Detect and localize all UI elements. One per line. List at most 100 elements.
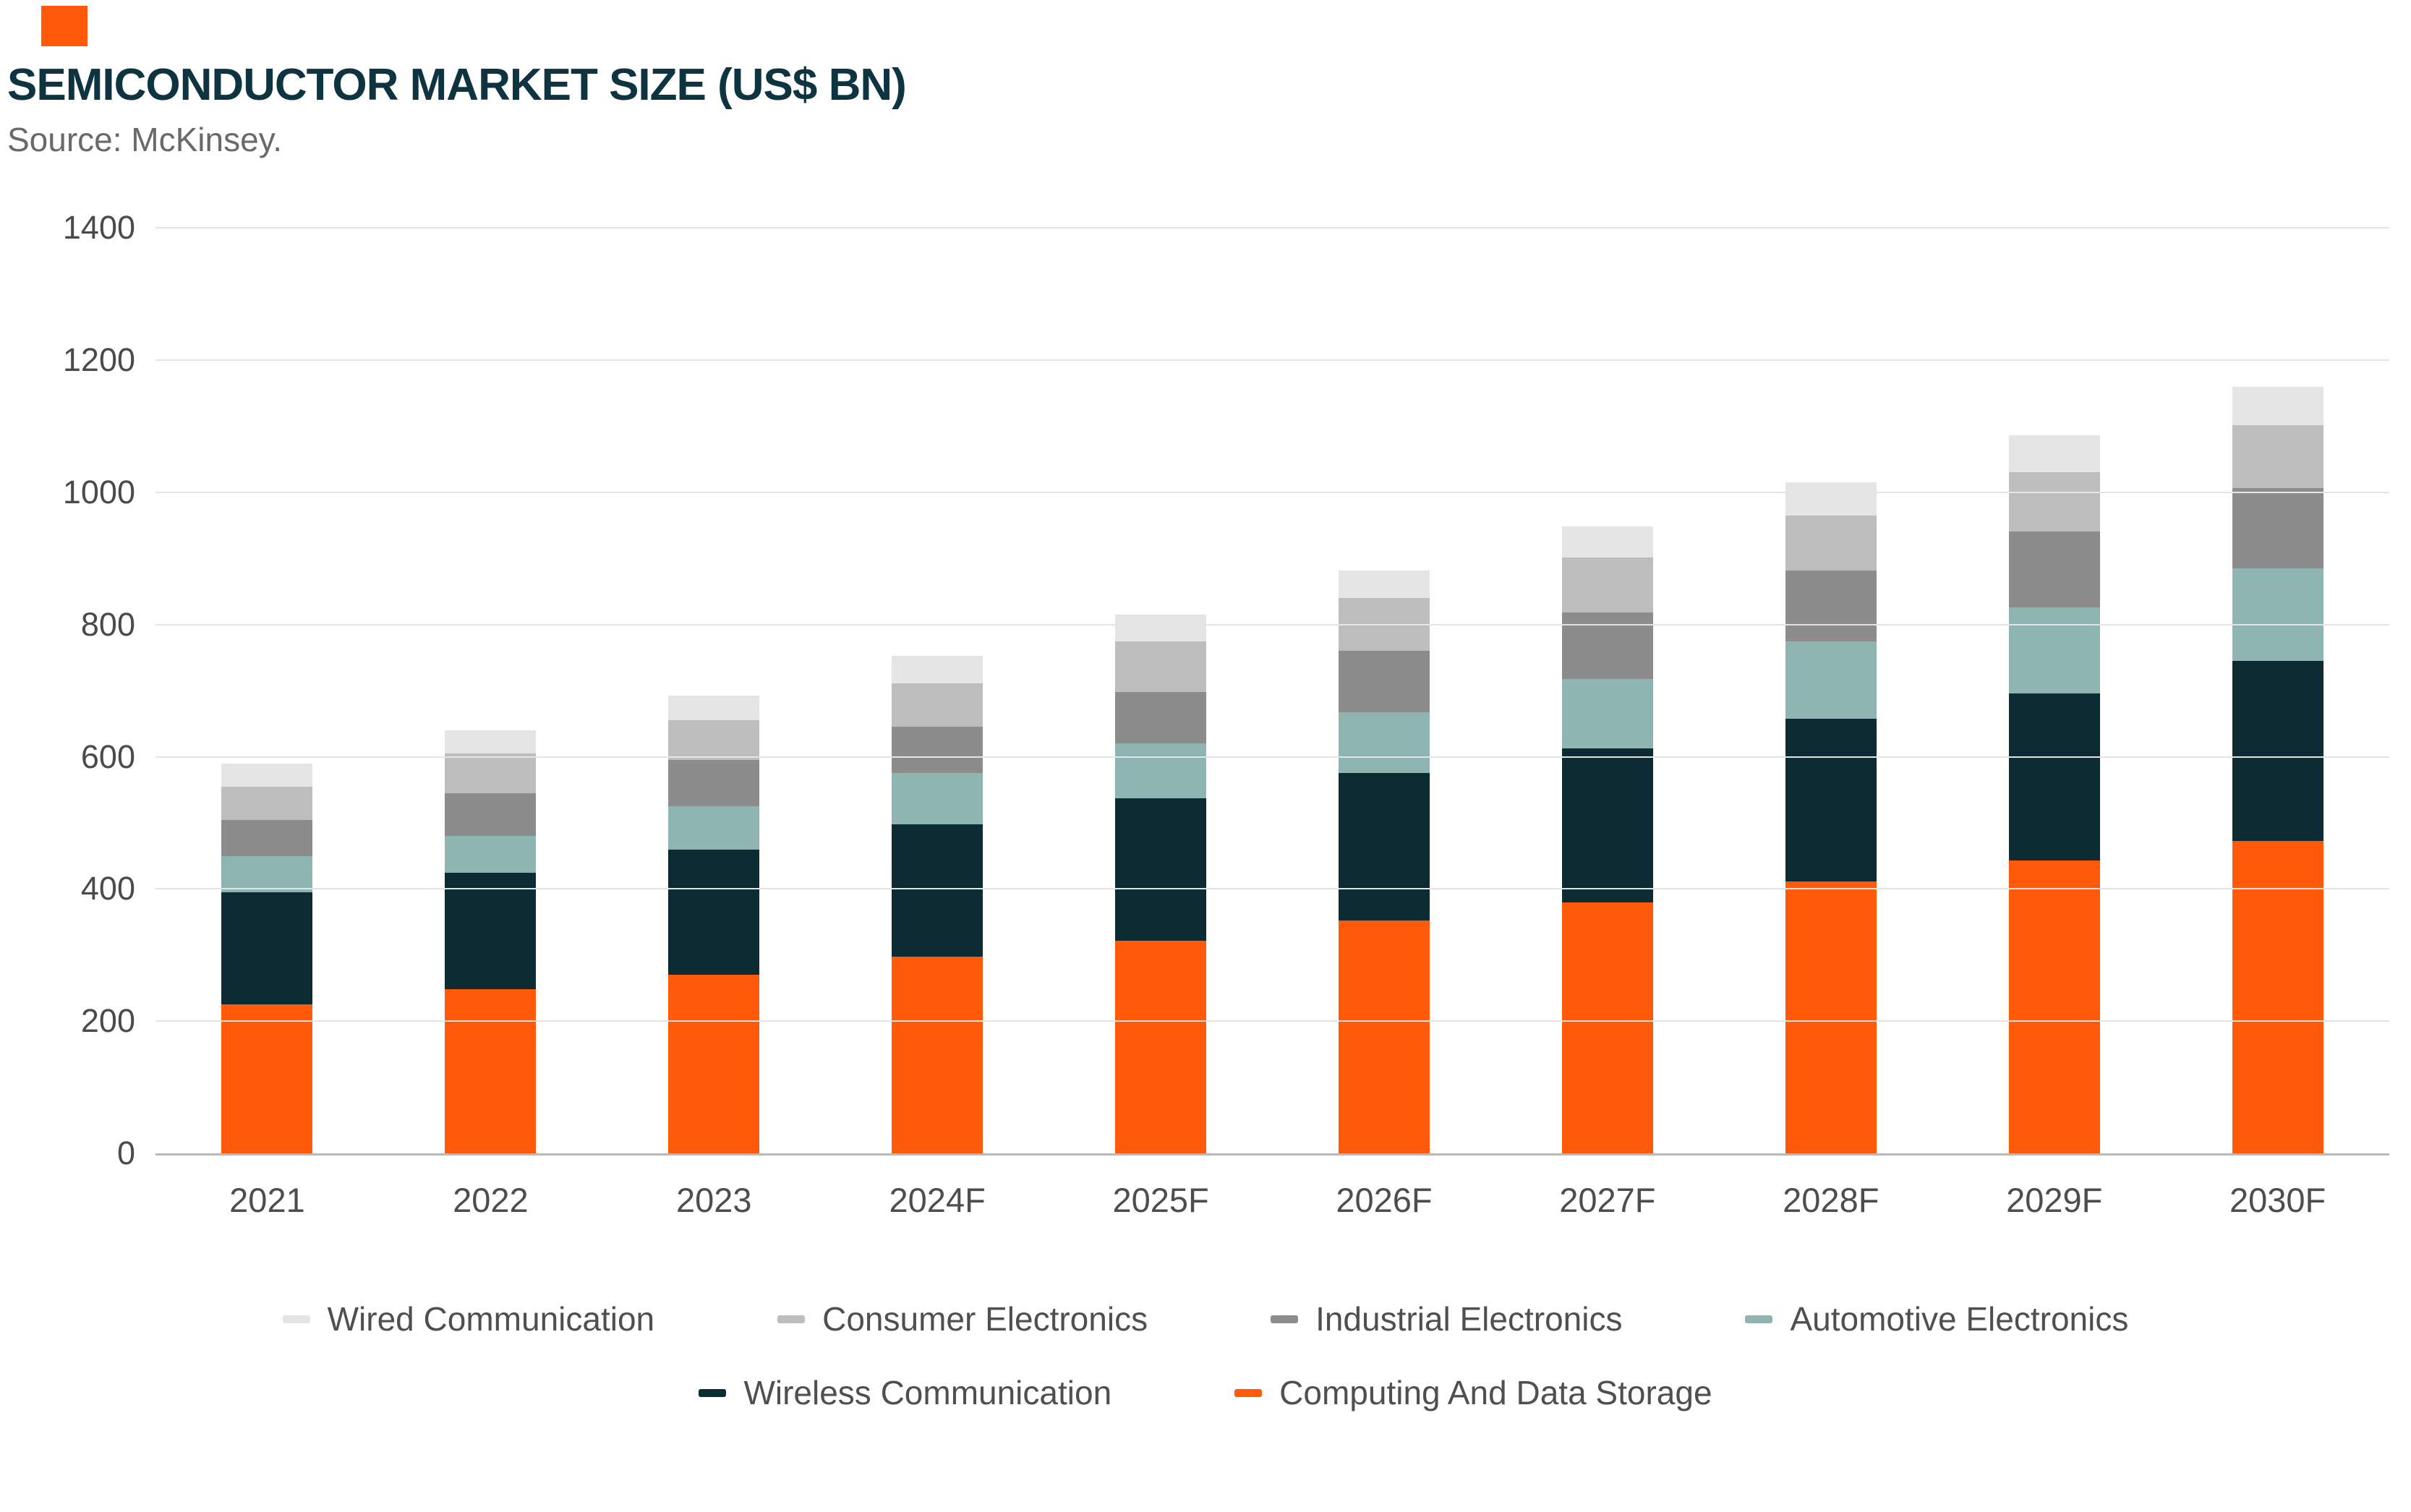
- segment-2021-computing-and-data-storage: [221, 1004, 313, 1154]
- legend-label: Wireless Communication: [743, 1374, 1112, 1412]
- segment-2024F-computing-and-data-storage: [892, 956, 983, 1154]
- legend-swatch-industrial-electronics: [1271, 1315, 1299, 1323]
- legend-swatch-wired-communication: [282, 1315, 310, 1323]
- segment-2021-industrial-electronics: [221, 819, 313, 856]
- segment-2026F-wireless-communication: [1338, 773, 1430, 921]
- x-tick-label-2030F: 2030F: [2229, 1181, 2326, 1220]
- segment-2029F-wireless-communication: [2008, 693, 2100, 861]
- legend-swatch-consumer-electronics: [777, 1315, 806, 1323]
- segment-2022-wired-communication: [445, 730, 537, 754]
- x-tick-label-2029F: 2029F: [2006, 1181, 2103, 1220]
- gridline-400: [155, 888, 2389, 890]
- segment-2023-consumer-electronics: [668, 720, 760, 761]
- segment-2030F-automotive-electronics: [2232, 568, 2323, 662]
- gridline-200: [155, 1020, 2389, 1022]
- segment-2028F-wired-communication: [1785, 482, 1877, 516]
- gridline-1000: [155, 491, 2389, 493]
- bar-slot-2027F: [1495, 228, 1719, 1154]
- segment-2025F-computing-and-data-storage: [1115, 940, 1207, 1154]
- segment-2022-wireless-communication: [445, 872, 537, 990]
- bar-2024F: [892, 655, 983, 1154]
- y-tick-label-0: 0: [116, 1135, 135, 1172]
- segment-2030F-industrial-electronics: [2232, 487, 2323, 569]
- segment-2021-consumer-electronics: [221, 786, 313, 820]
- legend-label: Consumer Electronics: [822, 1300, 1148, 1338]
- legend-label: Industrial Electronics: [1315, 1300, 1623, 1338]
- legend-item-automotive-electronics: Automotive Electronics: [1745, 1299, 2128, 1338]
- x-tick-label-2022: 2022: [453, 1181, 529, 1220]
- legend-item-computing-and-data-storage: Computing And Data Storage: [1234, 1373, 1712, 1412]
- y-tick-label-1200: 1200: [62, 341, 135, 379]
- bar-2028F: [1785, 482, 1877, 1154]
- bar-2023: [668, 695, 760, 1154]
- segment-2028F-consumer-electronics: [1785, 515, 1877, 571]
- segment-2030F-consumer-electronics: [2232, 424, 2323, 488]
- x-tick-label-2025F: 2025F: [1112, 1181, 1209, 1220]
- segment-2025F-automotive-electronics: [1115, 743, 1207, 799]
- segment-2025F-wired-communication: [1115, 615, 1207, 641]
- segment-2022-computing-and-data-storage: [445, 989, 537, 1154]
- segment-2029F-automotive-electronics: [2008, 607, 2100, 693]
- y-tick-label-200: 200: [80, 1002, 135, 1040]
- segment-2023-wired-communication: [668, 695, 760, 721]
- y-tick-label-400: 400: [80, 870, 135, 907]
- segment-2030F-computing-and-data-storage: [2232, 840, 2323, 1154]
- legend-item-industrial-electronics: Industrial Electronics: [1271, 1299, 1622, 1338]
- segment-2027F-industrial-electronics: [1561, 612, 1653, 679]
- legend-swatch-wireless-communication: [699, 1388, 727, 1397]
- source-attribution: Source: McKinsey.: [7, 121, 283, 159]
- x-tick-label-2021: 2021: [229, 1181, 305, 1220]
- segment-2029F-wired-communication: [2008, 435, 2100, 472]
- segment-2023-wireless-communication: [668, 849, 760, 975]
- y-tick-label-600: 600: [80, 738, 135, 775]
- bar-2021: [221, 763, 313, 1154]
- page-title: SEMICONDUCTOR MARKET SIZE (US$ BN): [7, 60, 907, 110]
- legend-item-wired-communication: Wired Communication: [282, 1299, 654, 1338]
- bar-2029F: [2008, 435, 2100, 1154]
- segment-2028F-computing-and-data-storage: [1785, 881, 1877, 1154]
- gridline-1400: [155, 227, 2389, 229]
- legend-label: Automotive Electronics: [1790, 1300, 2129, 1338]
- legend-row-1: Wired Communication Consumer Electronics I…: [282, 1299, 2128, 1338]
- segment-2025F-wireless-communication: [1115, 798, 1207, 941]
- x-tick-label-2024F: 2024F: [889, 1181, 986, 1220]
- bar-2022: [445, 730, 537, 1154]
- segment-2022-industrial-electronics: [445, 793, 537, 837]
- bar-slot-2024F: [826, 228, 1049, 1154]
- segment-2023-automotive-electronics: [668, 806, 760, 850]
- segment-2023-industrial-electronics: [668, 760, 760, 807]
- bar-2030F: [2232, 386, 2323, 1154]
- gridline-600: [155, 756, 2389, 758]
- segment-2022-consumer-electronics: [445, 753, 537, 793]
- bar-2025F: [1115, 615, 1207, 1154]
- segment-2024F-consumer-electronics: [892, 683, 983, 727]
- bar-slot-2026F: [1273, 228, 1496, 1154]
- x-tick-label-2026F: 2026F: [1336, 1181, 1433, 1220]
- segment-2030F-wired-communication: [2232, 386, 2323, 425]
- segment-2027F-automotive-electronics: [1561, 678, 1653, 748]
- segment-2022-automotive-electronics: [445, 836, 537, 873]
- segment-2027F-wireless-communication: [1561, 748, 1653, 902]
- x-tick-label-2027F: 2027F: [1559, 1181, 1656, 1220]
- segment-2027F-wired-communication: [1561, 526, 1653, 558]
- legend: Wired Communication Consumer Electronics I…: [0, 1299, 2411, 1412]
- segment-2021-wireless-communication: [221, 892, 313, 1005]
- bar-2027F: [1561, 526, 1653, 1154]
- segment-2025F-industrial-electronics: [1115, 692, 1207, 744]
- stacked-bar-chart: 0 200 400 600 800 1000 1200 1400 2021 2022 2023 20…: [0, 209, 2411, 1220]
- segment-2029F-industrial-electronics: [2008, 531, 2100, 608]
- brand-accent-square: [41, 6, 88, 46]
- legend-item-consumer-electronics: Consumer Electronics: [777, 1299, 1148, 1338]
- segment-2021-automotive-electronics: [221, 855, 313, 893]
- segment-2024F-industrial-electronics: [892, 726, 983, 773]
- segment-2028F-industrial-electronics: [1785, 570, 1877, 641]
- segment-2027F-consumer-electronics: [1561, 558, 1653, 613]
- segment-2023-computing-and-data-storage: [668, 975, 760, 1154]
- segment-2021-wired-communication: [221, 763, 313, 787]
- legend-item-wireless-communication: Wireless Communication: [699, 1373, 1111, 1412]
- bar-slot-2028F: [1719, 228, 1942, 1154]
- segment-2026F-wired-communication: [1338, 570, 1430, 599]
- legend-label: Computing And Data Storage: [1279, 1374, 1712, 1412]
- x-axis: 2021 2022 2023 2024F 2025F 2026F 2027F 2028F 202…: [155, 1180, 2389, 1220]
- bar-slot-2023: [602, 228, 826, 1154]
